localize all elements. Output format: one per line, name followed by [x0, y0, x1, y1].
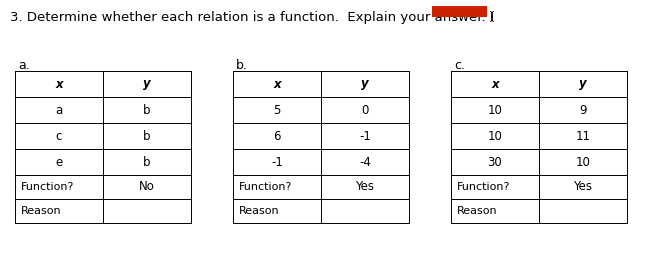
- Text: x: x: [273, 77, 281, 90]
- Text: y: y: [361, 77, 369, 90]
- Text: 9: 9: [579, 104, 587, 116]
- Text: 10: 10: [488, 104, 502, 116]
- Text: b: b: [143, 155, 151, 168]
- Text: c.: c.: [454, 59, 465, 72]
- Text: ): ): [489, 11, 494, 24]
- Text: Reason: Reason: [457, 206, 498, 216]
- Text: b: b: [143, 129, 151, 143]
- Text: 11: 11: [575, 129, 591, 143]
- Text: y: y: [143, 77, 151, 90]
- Text: No: No: [139, 180, 155, 193]
- Text: a.: a.: [18, 59, 29, 72]
- Text: b.: b.: [236, 59, 248, 72]
- Text: Function?: Function?: [21, 182, 74, 192]
- Text: 0: 0: [361, 104, 369, 116]
- Text: x: x: [491, 77, 499, 90]
- Text: 3. Determine whether each relation is a function.  Explain your answer. (: 3. Determine whether each relation is a …: [10, 11, 495, 24]
- Bar: [432, 5, 487, 16]
- Text: 6: 6: [273, 129, 281, 143]
- Text: Function?: Function?: [457, 182, 510, 192]
- Text: 30: 30: [488, 155, 502, 168]
- Text: Yes: Yes: [355, 180, 375, 193]
- Text: 5: 5: [274, 104, 281, 116]
- Text: Yes: Yes: [573, 180, 593, 193]
- Text: y: y: [579, 77, 587, 90]
- Text: b: b: [143, 104, 151, 116]
- Text: c: c: [56, 129, 62, 143]
- Text: Reason: Reason: [21, 206, 62, 216]
- Text: -1: -1: [359, 129, 371, 143]
- Text: -1: -1: [271, 155, 283, 168]
- Text: Reason: Reason: [239, 206, 280, 216]
- Text: -4: -4: [359, 155, 371, 168]
- Text: 10: 10: [488, 129, 502, 143]
- Text: x: x: [55, 77, 63, 90]
- Text: e: e: [56, 155, 63, 168]
- Text: Function?: Function?: [239, 182, 292, 192]
- Text: 10: 10: [575, 155, 591, 168]
- Text: a: a: [56, 104, 63, 116]
